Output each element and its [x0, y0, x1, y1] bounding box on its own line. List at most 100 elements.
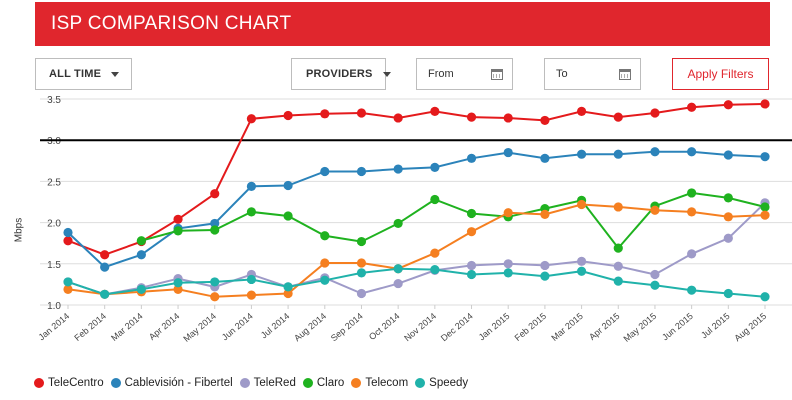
x-tick-label: Oct 2014 [367, 311, 401, 342]
data-point-cablevision-fibertel [356, 166, 367, 177]
data-point-cablevision-fibertel [723, 150, 733, 160]
y-tick-label: 2.0 [47, 219, 61, 230]
data-point-speedy [760, 292, 770, 302]
providers-dropdown[interactable]: PROVIDERS [291, 58, 391, 90]
data-point-claro [430, 194, 440, 205]
x-tick-label: Mar 2014 [109, 311, 145, 343]
series-line-telered [67, 202, 766, 296]
legend-label: Telecom [365, 377, 409, 389]
data-point-telecentro [210, 189, 220, 199]
legend-label: Cablevisión - Fibertel [124, 377, 233, 389]
from-date-input[interactable]: From [416, 58, 513, 90]
legend-dot-icon [415, 378, 426, 388]
data-point-claro [613, 243, 623, 253]
data-point-speedy [723, 288, 733, 299]
time-range-dropdown[interactable]: ALL TIME [35, 58, 132, 90]
data-point-claro [283, 211, 293, 221]
data-point-claro [173, 226, 183, 236]
data-point-telecentro [320, 109, 330, 119]
data-point-speedy [466, 269, 477, 280]
data-point-speedy [136, 284, 146, 294]
series-line-telecentro [67, 102, 766, 256]
y-tick-label: 2.5 [47, 177, 61, 188]
legend-item-speedy[interactable]: Speedy [415, 377, 468, 389]
x-tick-label: Jan 2014 [36, 311, 71, 342]
data-point-telecom [687, 207, 697, 217]
x-tick-label: Jun 2015 [660, 311, 695, 342]
data-point-speedy [503, 268, 513, 278]
data-point-telered [466, 260, 477, 271]
legend-dot-icon [34, 378, 44, 388]
x-tick-label: Mar 2015 [549, 311, 585, 343]
data-point-speedy [613, 276, 623, 286]
legend-item-cablevision-fibertel[interactable]: Cablevisión - Fibertel [110, 377, 233, 389]
chevron-down-icon [382, 71, 391, 77]
data-point-cablevision-fibertel [63, 227, 73, 238]
data-point-telecentro [63, 236, 73, 246]
data-point-telered [687, 249, 697, 259]
x-tick-label: May 2014 [181, 311, 218, 344]
data-point-telered [613, 261, 623, 271]
data-point-claro [687, 188, 697, 198]
legend-item-telecentro[interactable]: TeleCentro [34, 377, 104, 389]
data-point-telered [650, 269, 660, 280]
data-point-telecentro [723, 100, 733, 110]
data-point-telecentro [283, 110, 293, 121]
legend-item-telered[interactable]: TeleRed [239, 377, 296, 389]
data-point-speedy [650, 280, 660, 290]
series-line-telecom [67, 203, 766, 298]
x-tick-label: Jul 2015 [699, 311, 731, 341]
data-point-claro [246, 207, 257, 217]
legend-dot-icon [351, 378, 362, 388]
data-point-speedy [393, 264, 403, 274]
data-point-cablevision-fibertel [136, 250, 146, 260]
legend-item-telecom[interactable]: Telecom [351, 377, 408, 389]
data-point-telecentro [613, 112, 623, 122]
providers-label: PROVIDERS [306, 68, 373, 80]
x-tick-label: May 2015 [622, 311, 659, 344]
data-point-claro [393, 218, 403, 229]
data-point-telecom [576, 199, 587, 210]
data-point-speedy [100, 289, 110, 299]
legend-item-claro[interactable]: Claro [302, 377, 344, 389]
data-point-cablevision-fibertel [540, 153, 550, 163]
x-tick-label: Feb 2015 [513, 311, 549, 343]
legend-label: TeleCentro [48, 377, 104, 389]
data-point-cablevision-fibertel [393, 164, 403, 174]
data-point-cablevision-fibertel [687, 147, 697, 157]
calendar-icon[interactable] [619, 68, 631, 80]
data-point-claro [466, 208, 477, 219]
x-tick-label: Apr 2015 [587, 311, 621, 342]
data-point-speedy [173, 278, 183, 288]
data-point-telecentro [246, 114, 257, 124]
to-date-input[interactable]: To [544, 58, 641, 90]
legend-label: Speedy [429, 377, 469, 389]
data-point-speedy [687, 285, 697, 295]
data-point-cablevision-fibertel [320, 166, 330, 177]
data-point-speedy [283, 282, 293, 292]
from-date-placeholder: From [428, 68, 454, 80]
data-point-telecom [430, 248, 440, 258]
calendar-icon[interactable] [491, 68, 503, 80]
data-point-telecom [760, 210, 770, 220]
x-tick-label: Sep 2014 [329, 311, 365, 343]
legend-dot-icon [302, 378, 313, 388]
data-point-telecom [63, 284, 73, 294]
data-point-cablevision-fibertel [100, 262, 110, 272]
x-tick-label: Aug 2015 [732, 311, 768, 343]
data-point-telecom [723, 212, 733, 222]
data-point-telecentro [100, 250, 110, 260]
page-title: ISP COMPARISON CHART [51, 13, 292, 34]
data-point-telered [576, 256, 587, 266]
legend-dot-icon [110, 378, 121, 388]
data-point-claro [356, 236, 367, 247]
data-point-telecom [320, 258, 330, 268]
legend-dot-icon [239, 378, 250, 388]
data-point-speedy [576, 266, 587, 276]
apply-filters-label: Apply Filters [687, 67, 754, 81]
series-line-claro [141, 191, 766, 250]
time-range-label: ALL TIME [49, 68, 102, 80]
data-point-claro [320, 231, 330, 241]
apply-filters-button[interactable]: Apply Filters [672, 58, 769, 90]
data-point-cablevision-fibertel [503, 147, 513, 158]
